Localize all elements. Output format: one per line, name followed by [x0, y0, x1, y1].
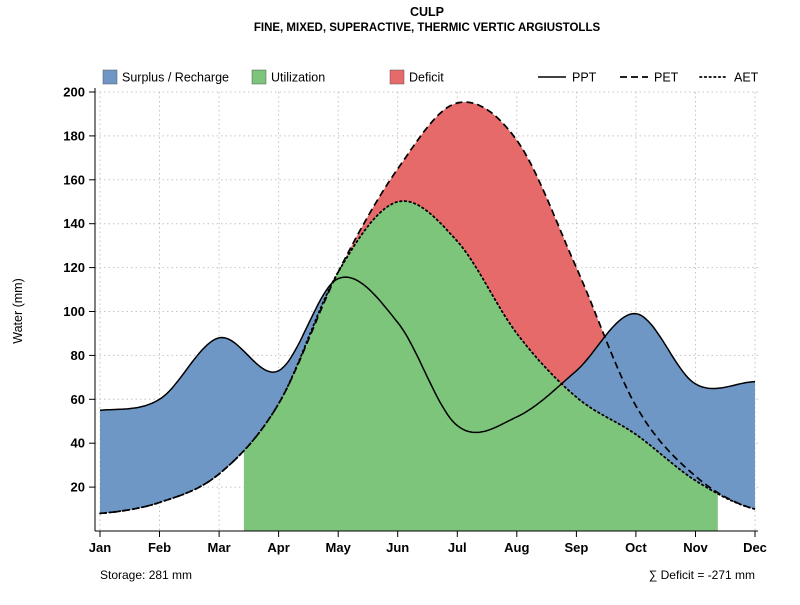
x-tick-label: Aug	[504, 540, 529, 555]
x-tick-label: Nov	[683, 540, 708, 555]
area-surplus-left	[100, 281, 334, 514]
y-tick-label: 180	[63, 128, 85, 143]
x-tick-label: Oct	[625, 540, 647, 555]
x-tick-label: Jan	[89, 540, 111, 555]
y-tick-label: 160	[63, 172, 85, 187]
x-tick-label: Jul	[448, 540, 467, 555]
legend-label-ppt: PPT	[572, 71, 597, 85]
legend-label-pet: PET	[654, 71, 679, 85]
x-tick-label: Sep	[564, 540, 588, 555]
x-tick-label: Apr	[267, 540, 289, 555]
legend-swatch-surplus-icon	[102, 69, 118, 85]
deficit-sum-note: ∑ Deficit = -271 mm	[649, 568, 755, 582]
legend-label-utilization: Utilization	[271, 71, 325, 85]
y-tick-label: 20	[71, 480, 85, 495]
y-tick-label: 120	[63, 260, 85, 275]
area-deficit	[340, 102, 753, 509]
line-PPT	[99, 276, 756, 434]
x-tick-label: Dec	[743, 540, 767, 555]
legend: Surplus / Recharge Utilization Deficit P…	[102, 69, 759, 85]
chart-fill-areas	[100, 102, 755, 531]
legend-swatch-deficit-icon	[389, 69, 405, 85]
y-axis-label: Water (mm)	[11, 278, 25, 344]
chart-title: CULP	[410, 5, 444, 19]
chart-subtitle: FINE, MIXED, SUPERACTIVE, THERMIC VERTIC…	[254, 22, 601, 34]
x-tick-label: Jun	[386, 540, 409, 555]
storage-note: Storage: 281 mm	[100, 568, 192, 582]
x-tick-label: May	[326, 540, 352, 555]
y-tick-label: 200	[63, 85, 85, 100]
legend-label-deficit: Deficit	[409, 71, 444, 85]
legend-label-surplus: Surplus / Recharge	[122, 71, 229, 85]
line-AET	[99, 200, 756, 515]
chart-lines	[99, 101, 756, 515]
legend-swatch-utilization-icon	[251, 69, 267, 85]
legend-label-aet: AET	[734, 71, 759, 85]
chart-axes: 20 40 60 80 100 120 140 160 180 200 Jan Feb Mar Apr Ma…	[63, 85, 767, 556]
y-tick-label: 140	[63, 216, 85, 231]
area-surplus-right	[564, 313, 755, 510]
y-tick-label: 80	[71, 348, 85, 363]
x-tick-label: Mar	[208, 540, 231, 555]
x-tick-label: Feb	[148, 540, 171, 555]
y-tick-label: 60	[71, 392, 85, 407]
y-tick-label: 100	[63, 304, 85, 319]
y-tick-label: 40	[71, 436, 85, 451]
